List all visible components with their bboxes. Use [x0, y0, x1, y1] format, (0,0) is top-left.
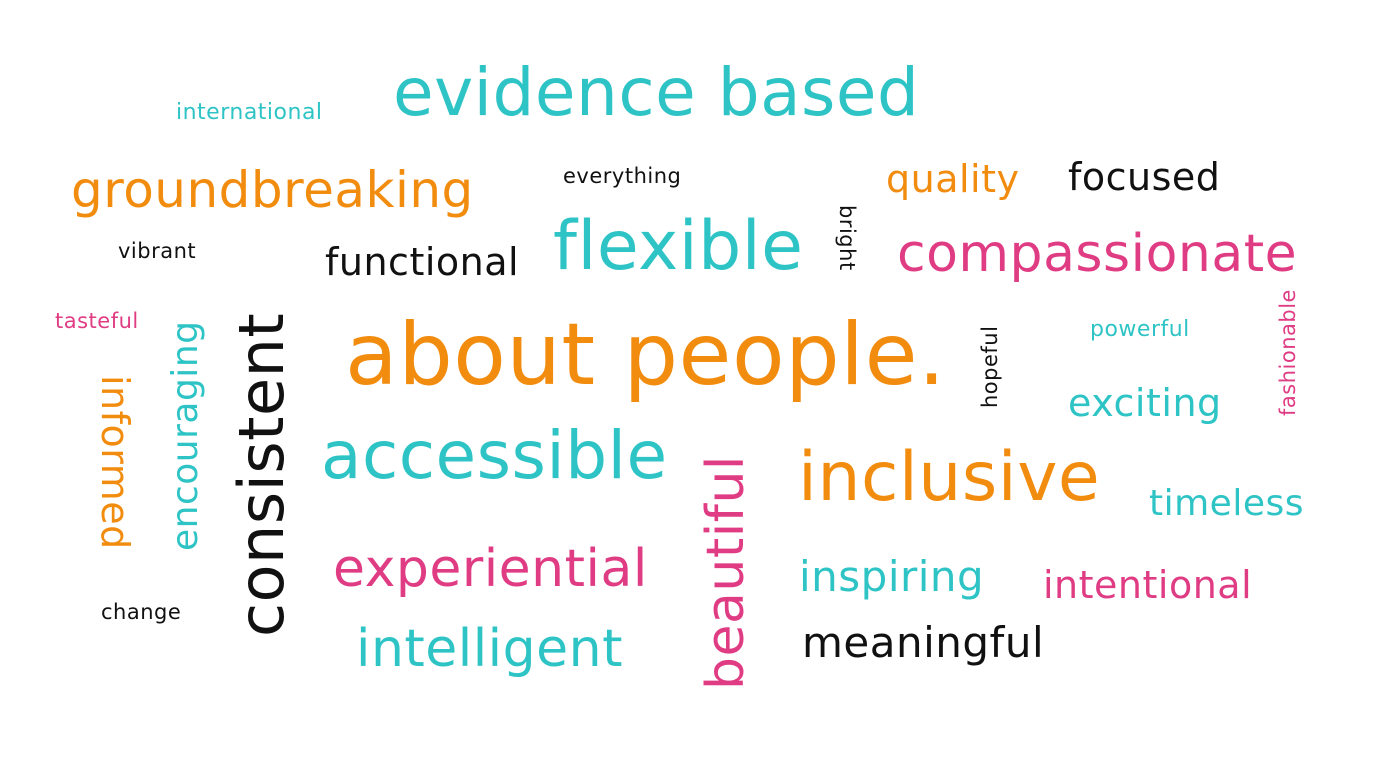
- word-quality: quality: [886, 157, 1020, 201]
- word-consistent: consistent: [225, 312, 298, 637]
- word-vibrant: vibrant: [118, 239, 197, 263]
- word-change: change: [101, 600, 182, 624]
- word-intentional: intentional: [1043, 563, 1253, 607]
- word-groundbreaking: groundbreaking: [71, 161, 474, 219]
- word-timeless: timeless: [1149, 483, 1304, 524]
- word-evidence-based: evidence based: [393, 54, 920, 131]
- word-everything: everything: [563, 164, 682, 188]
- word-meaningful: meaningful: [802, 618, 1045, 667]
- word-hopeful: hopeful: [978, 325, 1002, 408]
- word-experiential: experiential: [333, 539, 648, 599]
- word-accessible: accessible: [321, 417, 668, 494]
- word-functional: functional: [325, 240, 520, 284]
- word-fashionable: fashionable: [1276, 289, 1300, 416]
- word-beautiful: beautiful: [696, 455, 756, 690]
- word-focused: focused: [1068, 155, 1221, 199]
- word-intelligent: intelligent: [356, 619, 623, 679]
- word-bright: bright: [835, 205, 859, 271]
- word-tasteful: tasteful: [55, 309, 139, 333]
- word-flexible: flexible: [553, 207, 804, 286]
- word-international: international: [176, 100, 323, 125]
- word-powerful: powerful: [1090, 317, 1190, 342]
- word-about-people: about people.: [345, 305, 946, 405]
- word-inspiring: inspiring: [799, 552, 985, 601]
- word-compassionate: compassionate: [897, 224, 1298, 284]
- word-exciting: exciting: [1068, 381, 1222, 425]
- word-inclusive: inclusive: [798, 438, 1101, 517]
- word-informed: informed: [93, 375, 137, 550]
- word-encouraging: encouraging: [165, 320, 206, 551]
